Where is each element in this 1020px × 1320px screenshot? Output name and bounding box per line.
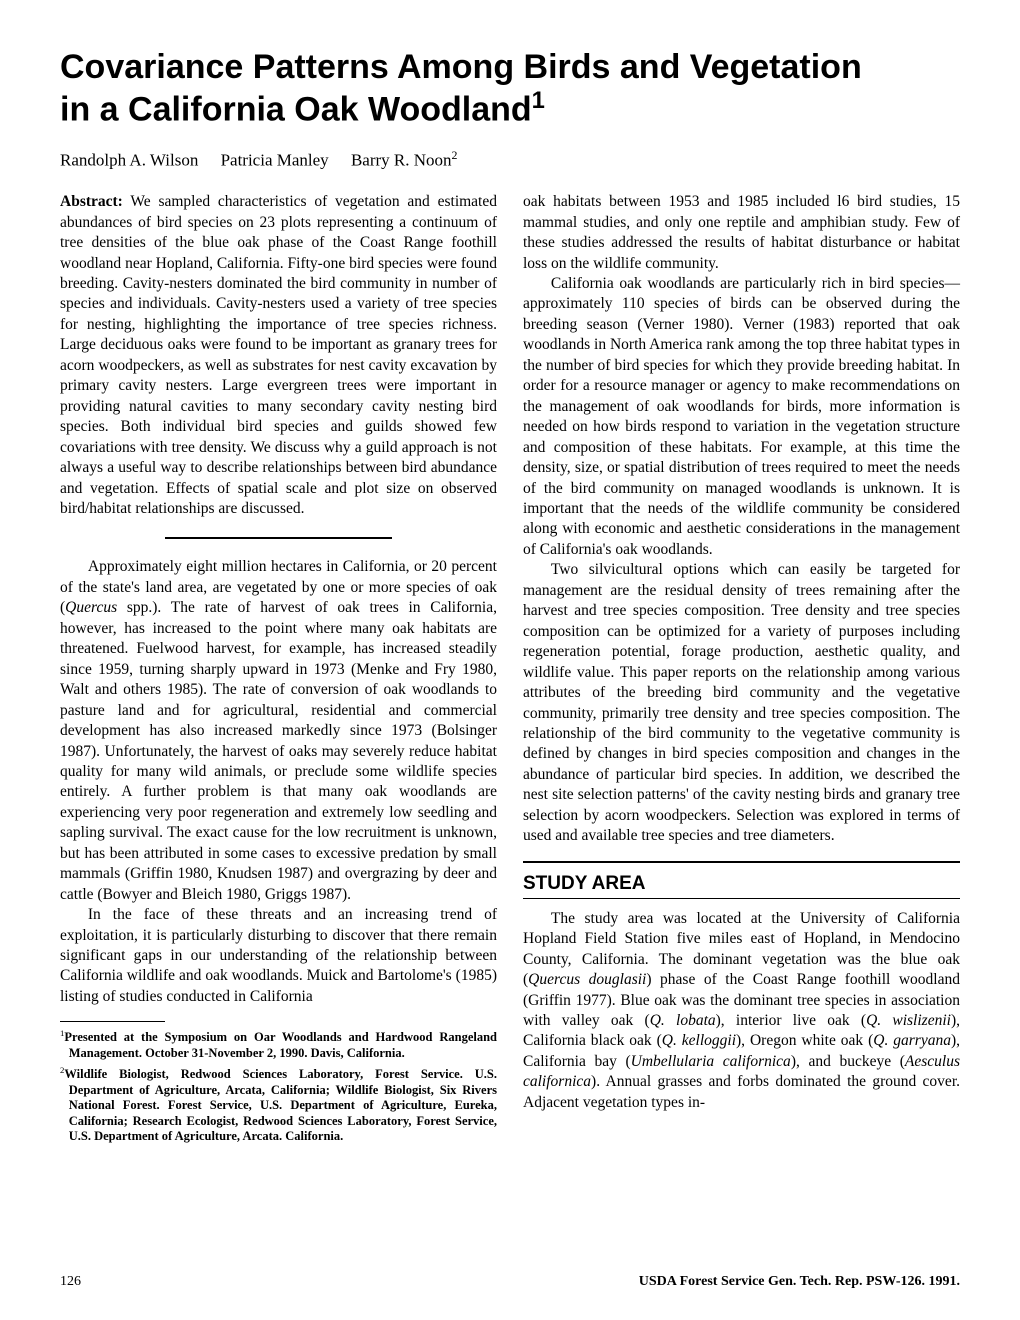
section-rule-bot — [523, 898, 960, 899]
footnote-rule — [60, 1021, 165, 1022]
author-2: Patricia Manley — [221, 150, 329, 169]
para-5: Two silvicultural options which can easi… — [523, 560, 960, 846]
section-study-area: STUDY AREA — [523, 861, 960, 899]
page-footer: 126 USDA Forest Service Gen. Tech. Rep. … — [60, 1260, 960, 1290]
author-3-sup: 2 — [452, 148, 458, 162]
para-1: Approximately eight million hectares in … — [60, 557, 497, 905]
title-sup: 1 — [532, 87, 545, 114]
footnote-2: 2Wildlife Biologist, Redwood Sciences La… — [60, 1065, 497, 1145]
section-head: STUDY AREA — [523, 871, 960, 896]
divider-short — [165, 537, 392, 539]
body-columns: Abstract: We sampled characteristics of … — [60, 192, 960, 1260]
author-3: Barry R. Noon — [351, 150, 452, 169]
page-number: 126 — [60, 1274, 81, 1290]
section-rule-top — [523, 861, 960, 863]
page-title: Covariance Patterns Among Birds and Vege… — [60, 48, 960, 130]
footer-source: USDA Forest Service Gen. Tech. Rep. PSW-… — [639, 1274, 960, 1290]
abstract-body: We sampled characteristics of vegetation… — [60, 193, 497, 517]
abstract-label: Abstract: — [60, 193, 123, 210]
author-1: Randolph A. Wilson — [60, 150, 198, 169]
para-4: California oak woodlands are particularl… — [523, 274, 960, 560]
footnotes-block: 1Presented at the Symposium on Oar Woodl… — [60, 1021, 497, 1145]
title-line2: in a California Oak Woodland — [60, 90, 532, 128]
abstract: Abstract: We sampled characteristics of … — [60, 192, 497, 519]
author-line: Randolph A. Wilson Patricia Manley Barry… — [60, 148, 960, 171]
para-3: oak habitats between 1953 and 1985 inclu… — [523, 192, 960, 274]
title-line1: Covariance Patterns Among Birds and Vege… — [60, 48, 862, 86]
para-2: In the face of these threats and an incr… — [60, 905, 497, 1007]
footnote-1: 1Presented at the Symposium on Oar Woodl… — [60, 1028, 497, 1061]
para-6: The study area was located at the Univer… — [523, 909, 960, 1114]
